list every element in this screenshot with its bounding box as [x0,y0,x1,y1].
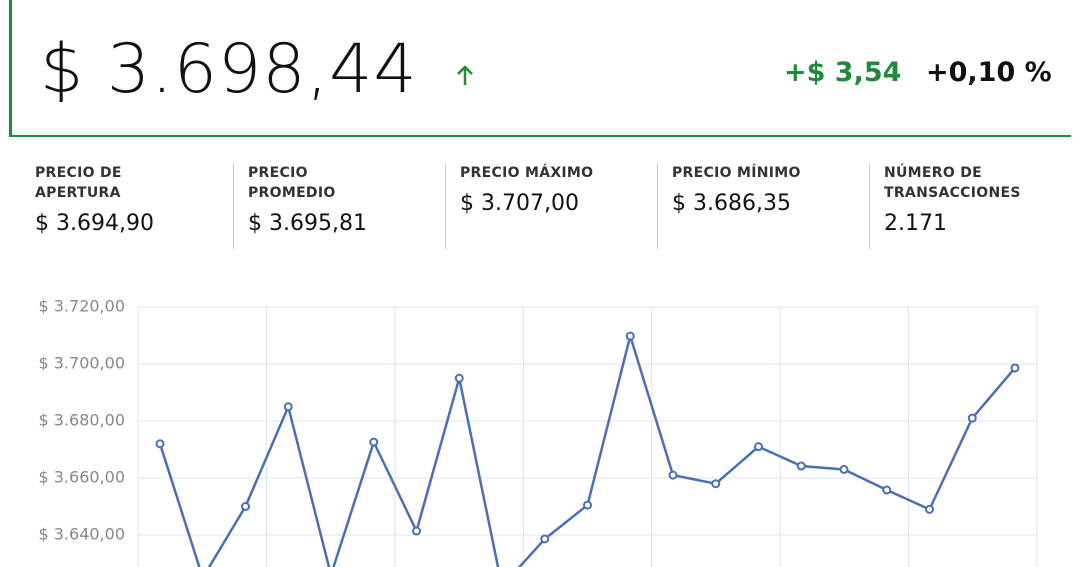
price-change-percent: +0,10 % [926,57,1052,88]
stat-label: PRECIO MÍNIMO [672,165,801,181]
stat-value: $ 3.695,81 [248,211,367,236]
stat-value: 2.171 [884,211,947,236]
stat-label: NÚMERO DE TRANSACCIONES [884,165,1021,201]
point [241,502,250,511]
point [882,485,892,495]
point [925,504,934,514]
stat-value: $ 3.694,90 [35,211,154,236]
stat-value: $ 3.686,35 [672,191,791,216]
stat: PRECIO MÁXIMO $ 3.707,00 [445,163,640,249]
stat-label: PRECIO DE APERTURA [35,165,122,201]
y-tick-label: $ 3.720,00 [38,297,125,316]
point [1010,363,1020,373]
y-tick-label: $ 3.660,00 [38,468,125,487]
stat: NÚMERO DE TRANSACCIONES 2.171 [869,163,1054,249]
point [155,439,165,449]
point [454,373,464,383]
y-tick-label: $ 3.640,00 [38,525,125,544]
stat: PRECIO DE APERTURA $ 3.694,90 [21,163,165,249]
point [796,461,806,471]
stat: PRECIO MÍNIMO $ 3.686,35 [657,163,852,249]
price: $ 3.698,44 [40,30,418,109]
y-tick-label: $ 3.700,00 [38,354,125,373]
up-arrow-icon [457,65,473,85]
point [625,331,635,341]
chart: $ 3.640,00 $ 3.660,00 $ 3.680,00 $ 3.700,00… [38,297,1038,567]
line [158,331,1016,567]
point [967,413,977,423]
point [412,526,421,536]
price-header: $ 3.698,44 +$ 3,54 +0,10 % [9,0,1071,137]
y-tick-label: $ 3.680,00 [38,411,125,430]
point [540,534,550,544]
point [583,500,592,510]
point [369,437,379,447]
stat-label: PRECIO PROMEDIO [248,165,336,201]
price-change: +$ 3,54 [784,57,902,88]
stat-value: $ 3.707,00 [460,191,579,216]
point [283,402,293,412]
stat-label: PRECIO MÁXIMO [460,165,594,181]
point [839,464,849,474]
point [711,479,721,489]
point [754,442,763,452]
stat: PRECIO PROMEDIO $ 3.695,81 [233,163,378,249]
point [668,470,678,480]
